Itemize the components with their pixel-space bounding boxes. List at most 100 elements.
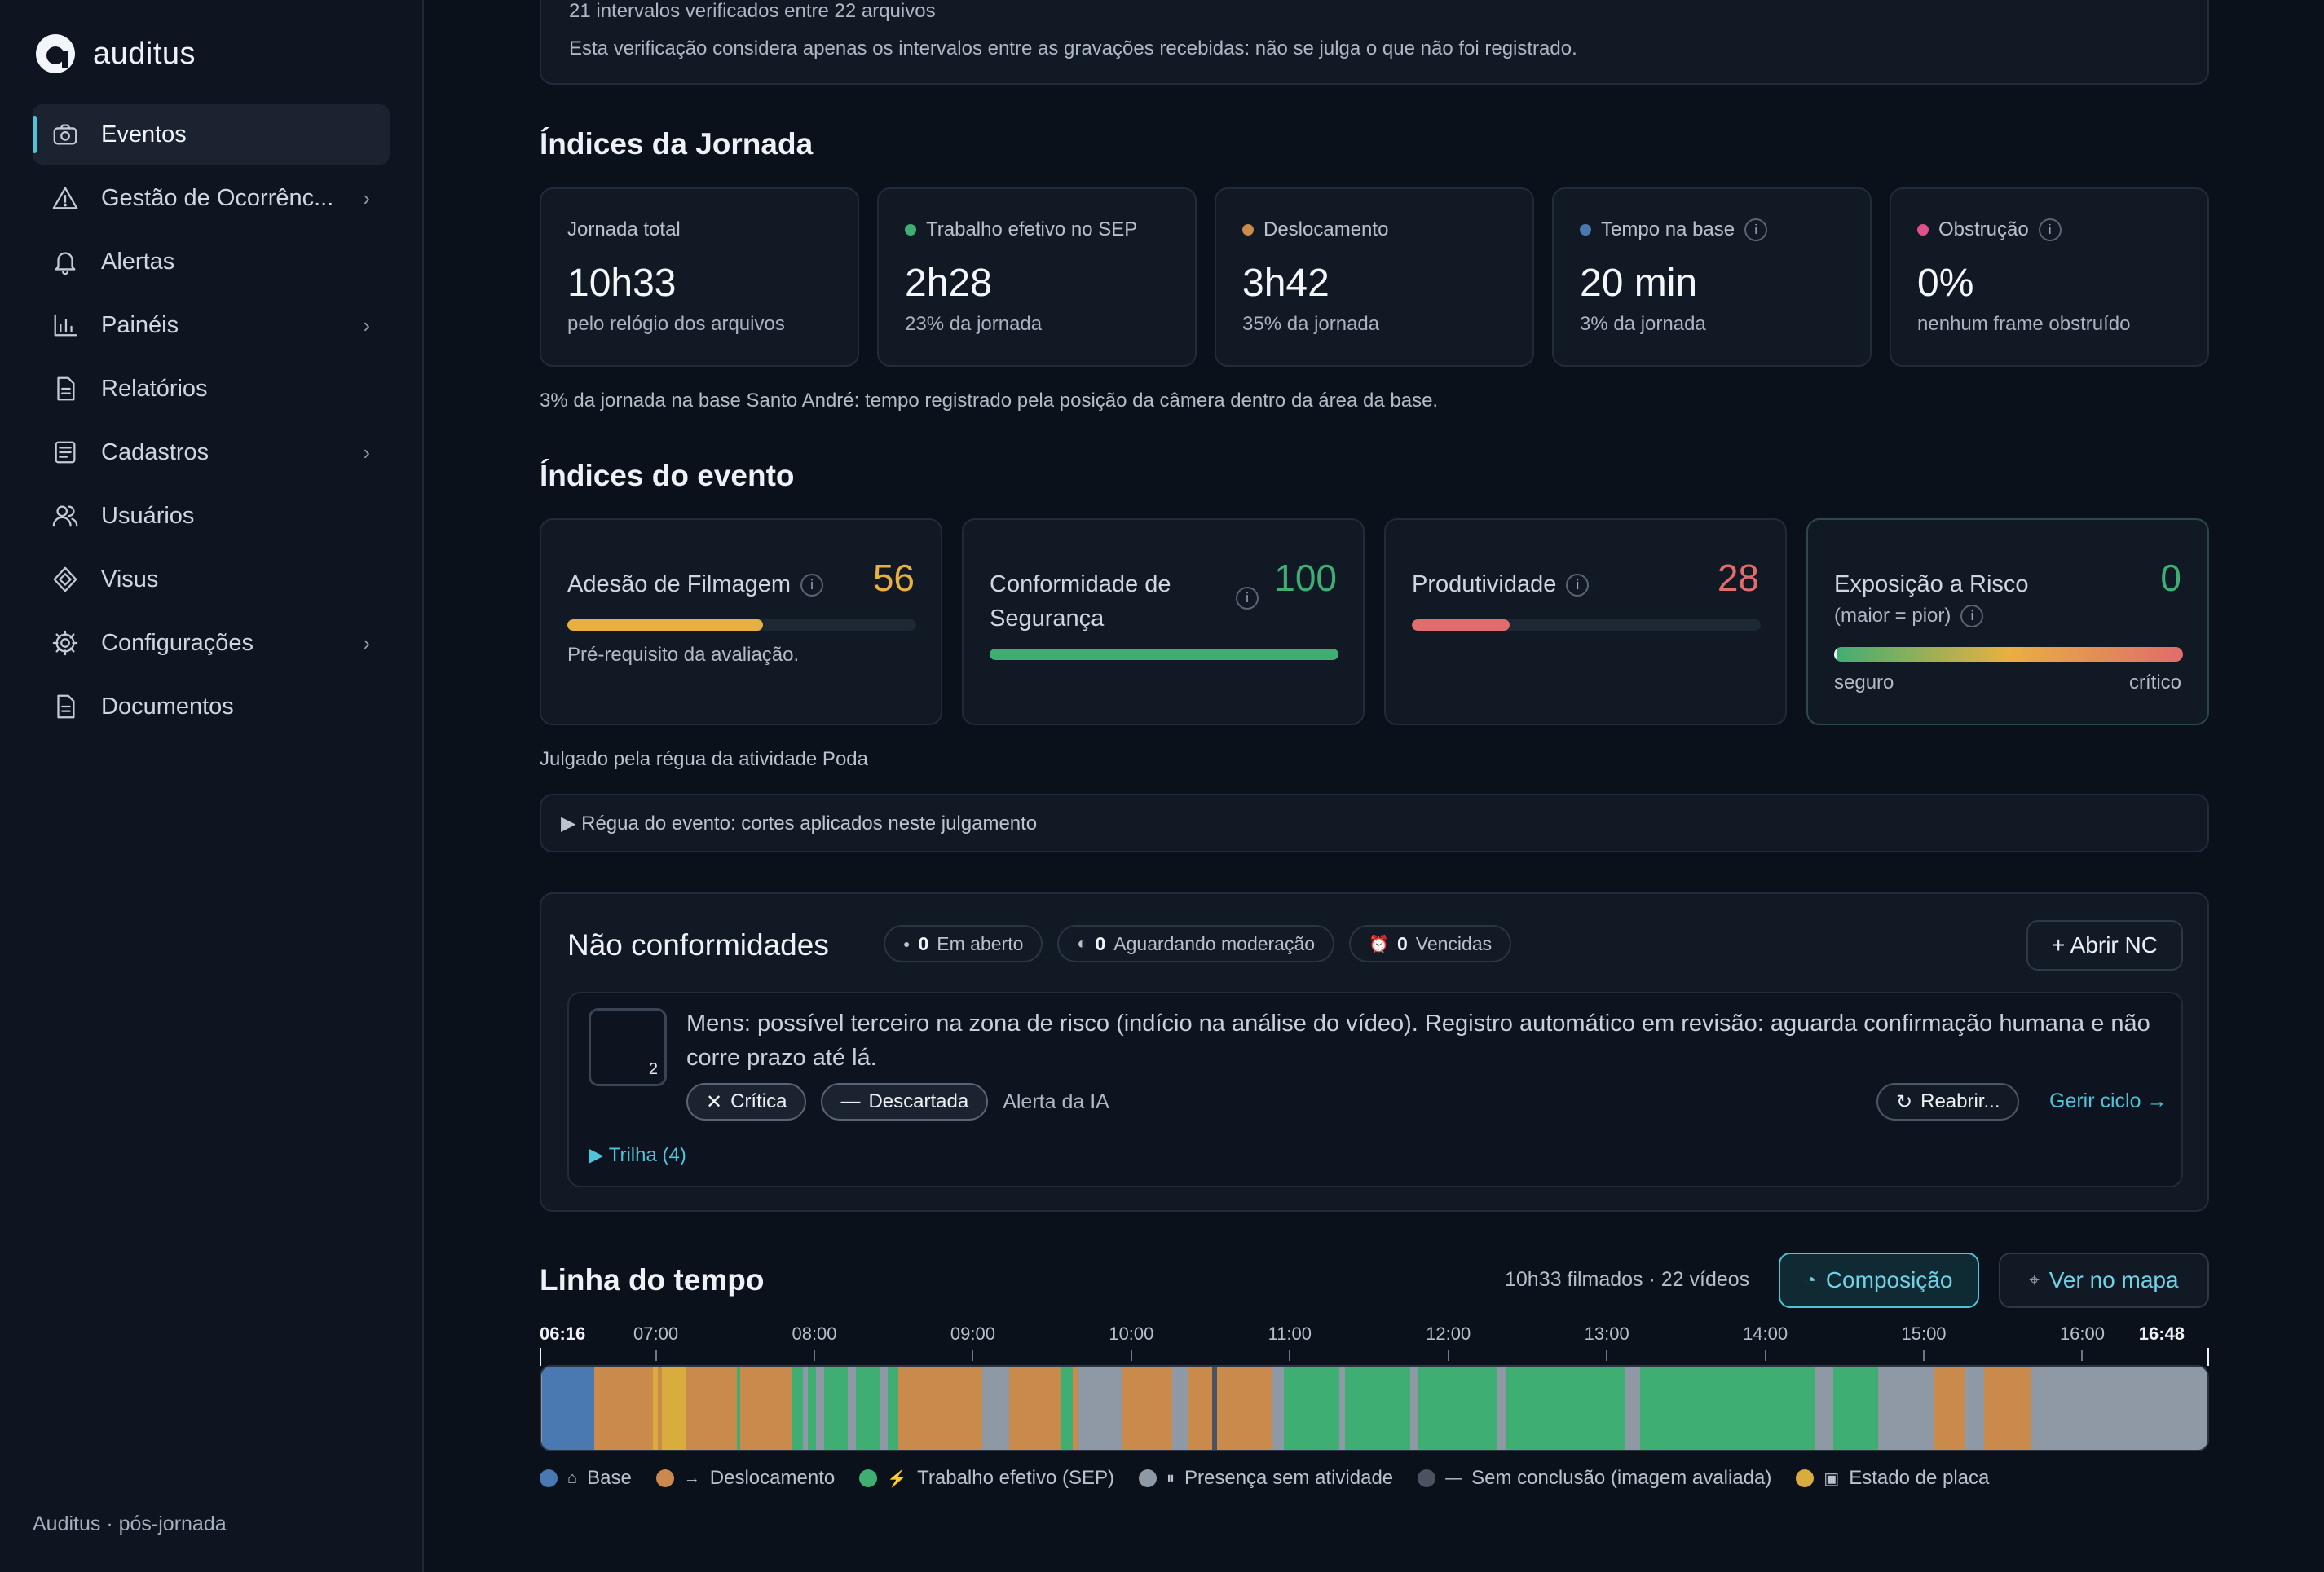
- timeline-segment: [1505, 1367, 1625, 1450]
- timeline-segment: [1061, 1367, 1073, 1450]
- legend-label: Deslocamento: [709, 1467, 836, 1489]
- sidebar-item-eventos[interactable]: Eventos: [33, 104, 390, 165]
- timeline-tick-mark: [1447, 1350, 1449, 1361]
- sidebar-item-cadastros[interactable]: Cadastros ›: [33, 422, 390, 482]
- verification-box: 21 intervalos verificados entre 22 arqui…: [540, 0, 2209, 85]
- status-dot-icon: [1917, 224, 1929, 236]
- sidebar-footer: Auditus · pós-jornada: [33, 1513, 227, 1535]
- timeline-segment: [803, 1367, 809, 1450]
- nc-badges: ● 0 Em aberto ◐ 0 Aguardando moderação ⏰ 0 Venci…: [884, 925, 1512, 962]
- evento-card-title: Conformidade de Segurança: [990, 571, 1171, 632]
- info-icon[interactable]: i: [1236, 587, 1259, 610]
- timeline-tick-mark: [1606, 1350, 1608, 1361]
- sidebar-item-documentos[interactable]: Documentos: [33, 676, 390, 737]
- jornada-card-sub: pelo relógio dos arquivos: [567, 313, 785, 335]
- composition-button[interactable]: ◔ Composição: [1779, 1253, 1979, 1308]
- nc-badge[interactable]: ⏰ 0 Vencidas: [1349, 925, 1512, 962]
- timeline-tick-mark: [972, 1350, 974, 1361]
- auditus-logo-icon: [36, 34, 75, 73]
- timeline-title: Linha do tempo: [540, 1263, 765, 1297]
- info-icon[interactable]: i: [800, 574, 824, 597]
- timeline-segment: [1410, 1367, 1418, 1450]
- jornada-card: Trabalho efetivo no SEP 2h28 23% da jornad…: [877, 187, 1197, 367]
- info-icon[interactable]: i: [2038, 218, 2062, 241]
- regua-toggle[interactable]: ▶ Régua do evento: cortes aplicados nest…: [540, 794, 2209, 852]
- legend-glyph-icon: ⏸: [1166, 1469, 1175, 1487]
- chevron-right-icon: ›: [363, 439, 370, 465]
- app-name: auditus: [93, 36, 196, 71]
- timeline-tick-label: 14:00: [1743, 1323, 1788, 1344]
- legend-label: Presença sem atividade: [1184, 1467, 1394, 1489]
- nc-thumbnail[interactable]: 2: [589, 1008, 667, 1086]
- jornada-title: Índices da Jornada: [540, 127, 814, 161]
- sidebar-item-usuarios[interactable]: Usuários: [33, 486, 390, 546]
- legend-swatch: [1796, 1469, 1815, 1487]
- evento-title: Índices do evento: [540, 459, 795, 492]
- sidebar-item-label: Visus: [101, 566, 159, 592]
- timeline-segment: [982, 1367, 1010, 1450]
- timeline-segment: [1122, 1367, 1173, 1450]
- jornada-card-label: Deslocamento: [1242, 218, 1388, 241]
- list-icon: [51, 438, 80, 467]
- dot-icon: ●: [903, 937, 911, 950]
- reopen-button[interactable]: ↻ Reabrir...: [1876, 1083, 2020, 1121]
- nc-title: Não conformidades: [567, 928, 829, 962]
- info-icon[interactable]: i: [1960, 605, 1984, 627]
- timeline-end-mark: [2207, 1348, 2209, 1366]
- timeline-segment: [1965, 1367, 1984, 1450]
- sidebar-item-configuracoes[interactable]: Configurações ›: [33, 613, 390, 673]
- sidebar-item-relatorios[interactable]: Relatórios: [33, 359, 390, 419]
- thumb-count: 2: [648, 1060, 658, 1078]
- timeline-segment: [1338, 1367, 1346, 1450]
- chevron-right-icon: ›: [363, 185, 370, 210]
- sidebar-item-label: Configurações: [101, 629, 254, 656]
- jornada-card: Tempo na base i 20 min 3% da jornada: [1552, 187, 1872, 367]
- manage-cycle-link[interactable]: Gerir ciclo →: [2049, 1090, 2167, 1112]
- map-button[interactable]: ⌖ Ver no mapa: [1999, 1253, 2209, 1308]
- timeline-tick-mark: [655, 1350, 657, 1361]
- half-circle-icon: ◐: [1077, 934, 1087, 953]
- sidebar-item-paineis[interactable]: Painéis ›: [33, 295, 390, 355]
- score-bar: [990, 649, 1338, 660]
- nc-badge[interactable]: ◐ 0 Aguardando moderação: [1057, 925, 1335, 962]
- timeline-segment: [1833, 1367, 1878, 1450]
- severity-tag[interactable]: ✕ Crítica: [686, 1083, 807, 1121]
- timeline-tick-mark: [2081, 1350, 2084, 1361]
- timeline-segment: [823, 1367, 848, 1450]
- status-dot-icon: [1580, 224, 1591, 236]
- sidebar-item-gestao[interactable]: Gestão de Ocorrênc... ›: [33, 168, 390, 228]
- legend-label: Sem conclusão (imagem avaliada): [1471, 1467, 1772, 1489]
- sidebar-item-alertas[interactable]: Alertas: [33, 231, 390, 292]
- timeline-bar[interactable]: [540, 1365, 2209, 1451]
- app-logo[interactable]: auditus: [33, 31, 196, 77]
- legend-swatch: [540, 1469, 558, 1487]
- legend-glyph-icon: ⚡: [887, 1469, 908, 1488]
- score-bar-fill: [990, 649, 1338, 660]
- legend-label: Trabalho efetivo (SEP): [917, 1467, 1115, 1489]
- evento-card-score: 100: [1274, 557, 1337, 599]
- evento-card-title: Produtividade: [1412, 571, 1557, 597]
- status-tag[interactable]: — Descartada: [821, 1083, 989, 1121]
- timeline-segment: [847, 1367, 856, 1450]
- jornada-card-label: Tempo na base i: [1580, 218, 1768, 241]
- timeline-tick-label: 13:00: [1584, 1323, 1629, 1344]
- jornada-card-sub: nenhum frame obstruído: [1917, 313, 2131, 335]
- nc-badge-count: 0: [1396, 932, 1408, 954]
- jornada-card-title: Jornada total: [567, 218, 681, 240]
- nc-badge[interactable]: ● 0 Em aberto: [884, 925, 1043, 962]
- timeline-segment: [662, 1367, 686, 1450]
- sidebar-item-label: Usuários: [101, 502, 195, 529]
- timeline-segment: [1640, 1367, 1815, 1450]
- evento-card-label: Produtividade i: [1412, 567, 1705, 601]
- open-nc-button[interactable]: + Abrir NC: [2026, 920, 2183, 971]
- timeline-segment: [879, 1367, 888, 1450]
- sidebar-item-visus[interactable]: Visus: [33, 549, 390, 610]
- jornada-card-value: 0%: [1917, 262, 1974, 305]
- legend-item-base: ⌂ Base: [540, 1467, 632, 1490]
- info-icon[interactable]: i: [1744, 218, 1768, 241]
- trail-toggle[interactable]: ▶ Trilha (4): [589, 1144, 686, 1166]
- timeline-segment: [686, 1367, 737, 1450]
- jornada-card-title: Deslocamento: [1263, 218, 1389, 240]
- info-icon[interactable]: i: [1566, 574, 1590, 597]
- timeline-segment: [855, 1367, 880, 1450]
